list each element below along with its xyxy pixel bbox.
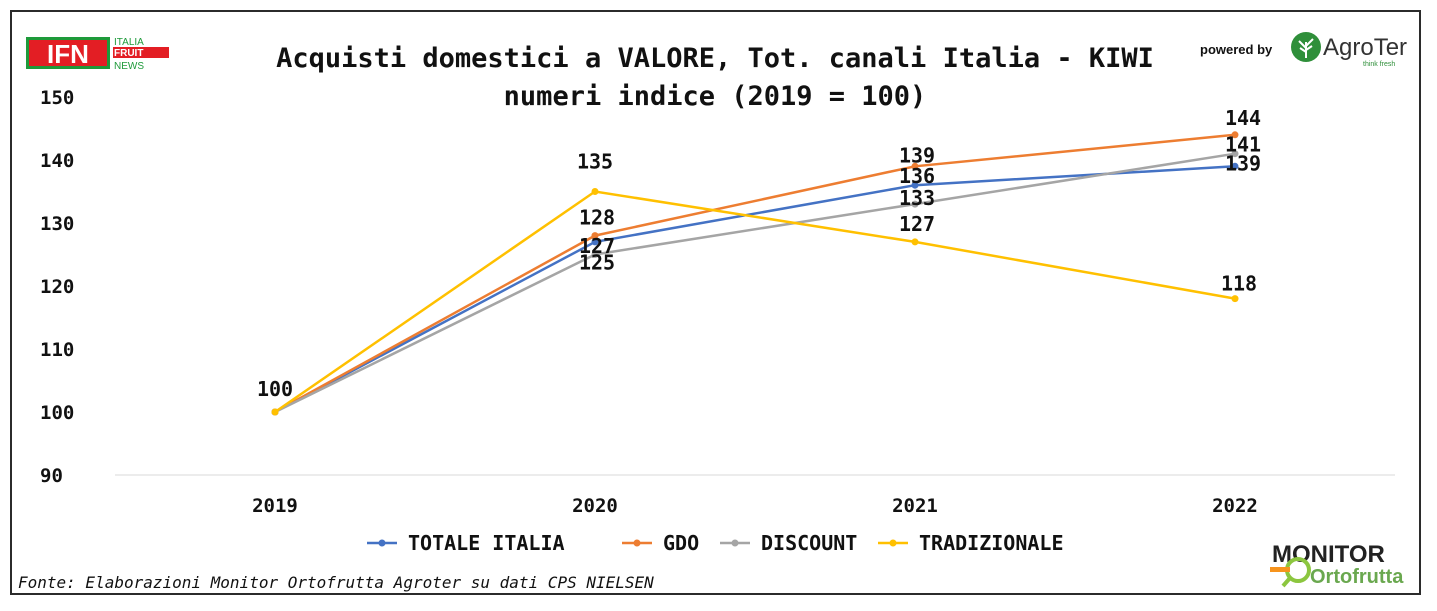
series-discount xyxy=(271,150,1239,416)
legend-marker xyxy=(889,539,897,547)
legend-label: GDO xyxy=(663,531,699,555)
powered-by-text: powered by xyxy=(1200,42,1273,57)
series-tradizionale xyxy=(271,188,1239,416)
source-note: Fonte: Elaborazioni Monitor Ortofrutta A… xyxy=(18,573,654,592)
monitor-logo-bottom: Ortofrutta xyxy=(1310,566,1404,588)
agroter-logo: powered by AgroTer think fresh xyxy=(1200,32,1407,68)
agroter-tagline: think fresh xyxy=(1363,61,1395,68)
legend-item: DISCOUNT xyxy=(720,531,857,555)
x-tick-label: 2019 xyxy=(252,495,298,517)
ifn-logo-text: IFN xyxy=(47,39,89,69)
series-line xyxy=(274,133,1236,414)
series-line xyxy=(274,152,1236,414)
data-label: 133 xyxy=(899,186,935,210)
ifn-logo-line3: NEWS xyxy=(114,61,144,72)
data-label: 135 xyxy=(577,150,613,174)
y-tick-label: 150 xyxy=(40,87,74,109)
legend-label: TRADIZIONALE xyxy=(919,531,1064,555)
data-label: 127 xyxy=(899,212,935,236)
chart-title-line2: numeri indice (2019 = 100) xyxy=(503,81,927,112)
y-tick-label: 90 xyxy=(40,465,63,487)
data-label: 100 xyxy=(257,377,293,401)
x-axis: 2019 2020 2021 2022 xyxy=(115,474,1395,517)
data-point xyxy=(271,408,279,416)
legend-label: DISCOUNT xyxy=(761,531,857,555)
chart-frame xyxy=(10,10,1421,595)
data-label: 139 xyxy=(899,143,935,167)
agroter-text: AgroTer xyxy=(1323,34,1407,61)
legend-marker xyxy=(633,539,641,547)
chart-title: Acquisti domestici a VALORE, Tot. canali… xyxy=(215,40,1215,116)
monitor-ortofrutta-logo: MONITOR Ortofrutta xyxy=(1270,541,1404,588)
data-point xyxy=(1231,295,1239,303)
data-point xyxy=(591,188,599,195)
data-point xyxy=(591,238,599,246)
data-point xyxy=(591,232,599,240)
legend-item: TOTALE ITALIA xyxy=(367,531,565,555)
data-label: 128 xyxy=(579,206,615,230)
y-tick-label: 100 xyxy=(40,402,74,424)
data-point xyxy=(1231,162,1239,170)
series-line xyxy=(274,190,1236,414)
series-layer xyxy=(271,131,1239,416)
chart-title-line1: Acquisti domestici a VALORE, Tot. canali… xyxy=(276,43,1154,74)
data-point xyxy=(1231,150,1239,158)
ifn-logo-line2: FRUIT xyxy=(114,48,143,59)
y-tick-label: 110 xyxy=(40,339,74,361)
data-point xyxy=(911,162,919,170)
data-label: 141 xyxy=(1225,133,1261,157)
data-label: 144 xyxy=(1225,106,1261,130)
data-point xyxy=(911,238,919,246)
series-line xyxy=(274,165,1236,414)
data-point xyxy=(911,200,919,208)
legend-label: TOTALE ITALIA xyxy=(408,531,565,555)
legend: TOTALE ITALIA GDO DISCOUNT TRADIZIONALE xyxy=(367,531,1064,555)
y-tick-label: 120 xyxy=(40,276,74,298)
legend-item: GDO xyxy=(622,531,699,555)
x-tick-label: 2021 xyxy=(892,495,938,517)
data-label: 139 xyxy=(1225,151,1261,175)
ifn-logo: IFN ITALIA FRUIT NEWS xyxy=(26,37,169,72)
y-axis: 90 100 110 120 130 140 150 xyxy=(40,87,74,487)
y-tick-label: 140 xyxy=(40,150,74,172)
data-point xyxy=(1231,131,1239,139)
y-tick-label: 130 xyxy=(40,213,74,235)
data-point xyxy=(911,181,919,189)
data-label: 127 xyxy=(579,234,615,258)
data-label: 136 xyxy=(899,164,935,188)
data-point xyxy=(591,251,599,258)
ifn-logo-line1: ITALIA xyxy=(114,37,144,48)
legend-marker xyxy=(378,539,386,547)
x-tick-label: 2020 xyxy=(572,495,618,517)
legend-marker xyxy=(731,539,739,547)
data-label: 118 xyxy=(1221,272,1257,296)
legend-item: TRADIZIONALE xyxy=(878,531,1064,555)
x-tick-label: 2022 xyxy=(1212,495,1258,517)
data-label: 125 xyxy=(579,251,615,275)
